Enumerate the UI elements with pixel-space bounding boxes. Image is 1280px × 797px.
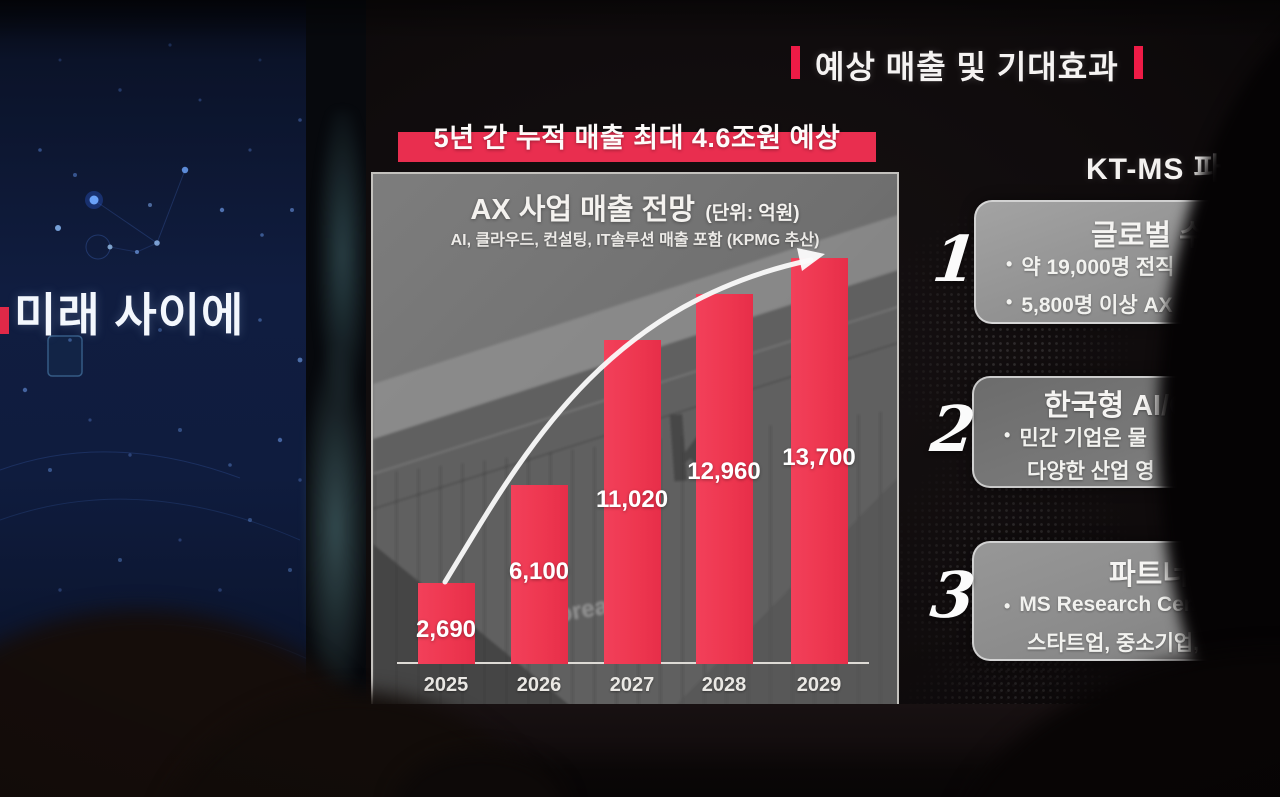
card-number-3: 3 [927, 558, 979, 632]
left-screen-headline: 미래 사이에 [14, 289, 245, 341]
red-text-fragment [0, 306, 9, 334]
revenue-chart-panel: k orea AX 사업 매출 전망 (단위: 억원) AI, 클라우드, 컨설… [371, 172, 899, 706]
left-screen-headline-row: 미래 사이에 [0, 279, 244, 345]
chart-subtitle: AI, 클라우드, 컨설팅, IT솔루션 매출 포함 (KPMG 추산) [450, 232, 820, 249]
constellation-graphic [0, 43, 310, 661]
bullet-dot-icon: • [1004, 425, 1011, 445]
bullet-dot-icon: • [1006, 254, 1013, 274]
card-bullet-line: • 민간 기업은 물 [1004, 422, 1147, 452]
bullet-dot-icon: • [1006, 292, 1013, 312]
x-axis-tick-label: 2025 [423, 674, 469, 696]
title-accent-bar-left [791, 46, 800, 79]
chart-title: AX 사업 매출 전망 (단위: 억원) [373, 186, 897, 228]
screen-gap [306, 0, 372, 765]
card-number-2: 2 [927, 392, 979, 466]
card-bullet-text: 다양한 산업 영 [1027, 460, 1155, 483]
card-bullet-text: MS Research Cent [1019, 593, 1204, 616]
title-accent-bar-right [1133, 46, 1143, 79]
chart-title-unit: (단위: 억원) [705, 203, 800, 224]
banner-red-band [398, 132, 876, 162]
x-axis-tick-label: 2026 [516, 674, 562, 696]
slide-title: 예상 매출 및 기대효과 [791, 42, 1143, 88]
bar-value-label: 2,690 [415, 616, 477, 643]
card-bullet-line: • 약 19,000명 전직 [1006, 251, 1175, 281]
x-axis-tick-label: 2027 [609, 674, 655, 696]
card-text-line: 다양한 산업 영 [1004, 455, 1155, 485]
card-bullet-text: 5,800명 이상 AX [1021, 294, 1173, 317]
bar-value-label: 6,100 [508, 558, 570, 585]
banner-cumulative-revenue: 5년 간 누적 매출 최대 4.6조원 예상 [398, 114, 876, 162]
card-bullet-text: 약 19,000명 전직 [1021, 256, 1175, 279]
card-number-1: 1 [929, 222, 981, 296]
banner-text: 5년 간 누적 매출 최대 4.6조원 예상 [433, 123, 841, 153]
x-axis-tick-label: 2029 [796, 674, 842, 696]
chart-plot: 2,690 2025 6,100 2026 11,020 2027 12,960 2028 13… [373, 174, 897, 704]
card-bullet-text: 민간 기업은 물 [1019, 427, 1147, 450]
chart-title-main: AX 사업 매출 전망 [470, 194, 695, 226]
card-bullet-line: • 5,800명 이상 AX [1006, 289, 1173, 319]
bar-value-label: 13,700 [782, 444, 856, 471]
card-text-line: 스타트업, 중소기업, [1004, 627, 1199, 657]
bullet-dot-icon: • [1004, 596, 1011, 616]
card-bullet-line: • MS Research Cent [1004, 593, 1204, 619]
x-axis-tick-label: 2028 [701, 674, 747, 696]
teal-smoke-graphic [306, 110, 372, 690]
slide-title-text: 예상 매출 및 기대효과 [815, 49, 1119, 85]
card-bullet-text: 스타트업, 중소기업, [1027, 632, 1200, 655]
bar-2025 [417, 583, 475, 664]
bar-value-label: 11,020 [595, 486, 669, 513]
